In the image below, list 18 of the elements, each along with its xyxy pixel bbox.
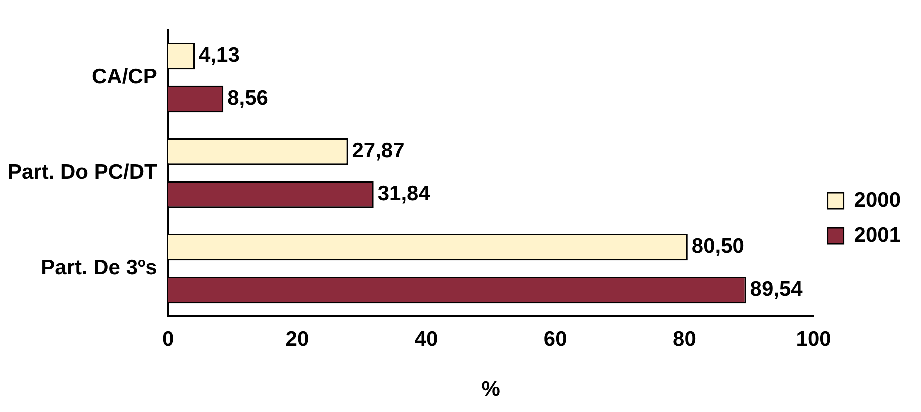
y-tick-label: Part. De 3ºs [41,256,158,280]
data-label: 80,50 [692,235,744,258]
x-tick-label: 60 [544,328,568,351]
data-label: 31,84 [378,182,431,206]
legend-label: 2001 [854,224,902,247]
x-tick-label: 40 [414,328,438,351]
x-tick-label: 100 [796,328,832,351]
x-axis-title: % [482,378,501,402]
x-tick-label: 0 [162,328,174,351]
data-label: 27,87 [352,140,405,163]
data-label: 4,13 [199,44,240,68]
data-label: 8,56 [228,87,268,110]
y-tick-label: Part. Do PC/DT [8,161,158,184]
x-tick-label: 80 [673,328,696,351]
legend-label: 2000 [854,188,901,212]
data-label: 89,54 [750,278,804,302]
x-tick-label: 20 [286,328,310,351]
y-tick-label: CA/CP [92,66,158,89]
